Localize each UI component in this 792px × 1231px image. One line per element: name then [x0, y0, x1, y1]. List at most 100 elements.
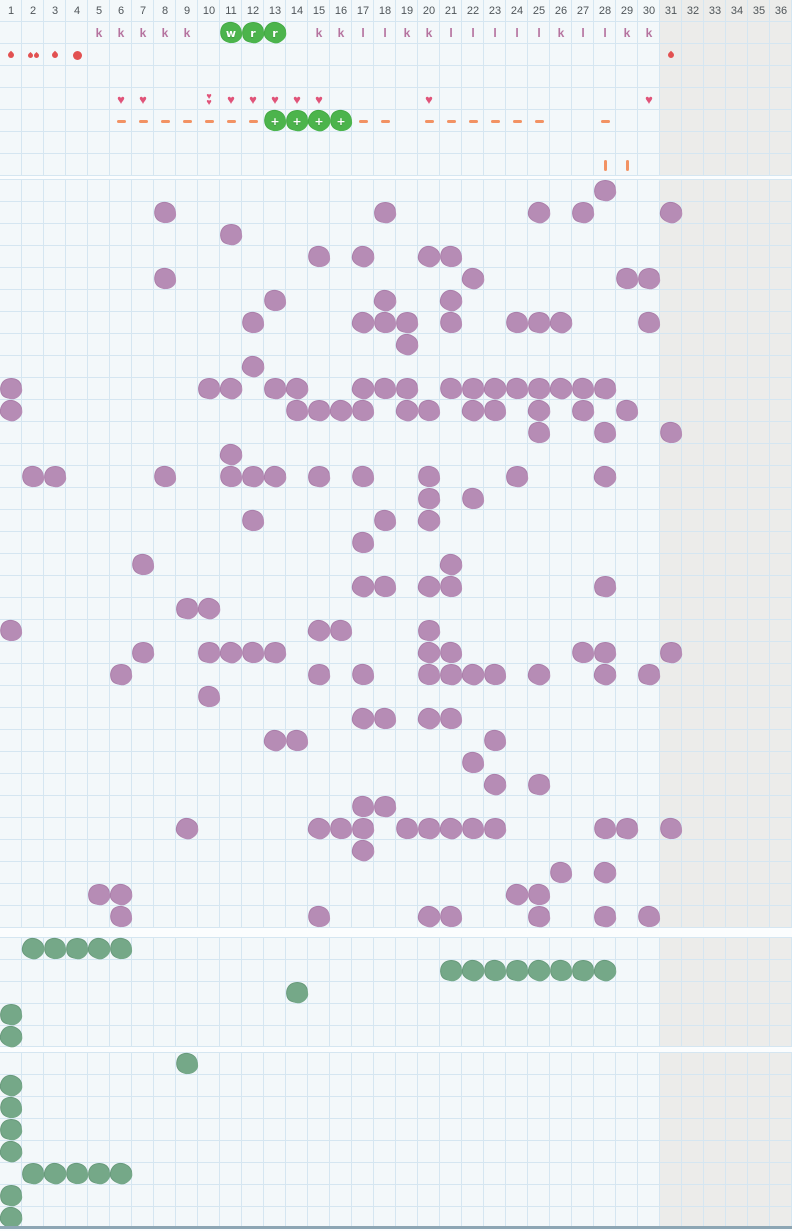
- purple-entry-blob[interactable]: [374, 378, 396, 400]
- purple-entry-blob[interactable]: [374, 576, 396, 598]
- purple-entry-blob[interactable]: [110, 906, 132, 928]
- crop-letter-cell[interactable]: k: [330, 22, 352, 44]
- green-entry-blob[interactable]: [0, 1004, 22, 1026]
- dash-mark-cell[interactable]: [506, 110, 528, 132]
- purple-entry-blob[interactable]: [418, 642, 440, 664]
- purple-entry-blob[interactable]: [352, 466, 374, 488]
- week-number-cell[interactable]: 13: [264, 0, 286, 22]
- purple-entry-blob[interactable]: [330, 818, 352, 840]
- purple-entry-blob[interactable]: [198, 686, 220, 708]
- purple-entry-blob[interactable]: [396, 400, 418, 422]
- purple-entry-blob[interactable]: [264, 730, 286, 752]
- crop-letter-cell[interactable]: k: [396, 22, 418, 44]
- purple-entry-blob[interactable]: [418, 708, 440, 730]
- purple-entry-blob[interactable]: [506, 378, 528, 400]
- crop-letter-cell[interactable]: k: [638, 22, 660, 44]
- purple-entry-blob[interactable]: [572, 400, 594, 422]
- purple-entry-blob[interactable]: [352, 532, 374, 554]
- green-entry-blob[interactable]: [506, 960, 528, 982]
- dash-mark-cell[interactable]: [528, 110, 550, 132]
- dash-mark-cell[interactable]: [242, 110, 264, 132]
- dash-mark-cell[interactable]: [462, 110, 484, 132]
- purple-entry-blob[interactable]: [440, 246, 462, 268]
- purple-entry-blob[interactable]: [484, 400, 506, 422]
- crop-letter-cell[interactable]: k: [418, 22, 440, 44]
- purple-entry-blob[interactable]: [352, 818, 374, 840]
- week-number-cell[interactable]: 23: [484, 0, 506, 22]
- purple-entry-blob[interactable]: [374, 312, 396, 334]
- purple-entry-blob[interactable]: [550, 862, 572, 884]
- purple-entry-blob[interactable]: [506, 466, 528, 488]
- purple-entry-blob[interactable]: [352, 312, 374, 334]
- purple-entry-blob[interactable]: [352, 378, 374, 400]
- purple-entry-blob[interactable]: [418, 400, 440, 422]
- week-number-cell[interactable]: 9: [176, 0, 198, 22]
- week-number-cell[interactable]: 28: [594, 0, 616, 22]
- purple-entry-blob[interactable]: [484, 730, 506, 752]
- purple-entry-blob[interactable]: [264, 466, 286, 488]
- purple-entry-blob[interactable]: [638, 268, 660, 290]
- purple-entry-blob[interactable]: [88, 884, 110, 906]
- week-number-cell[interactable]: 15: [308, 0, 330, 22]
- green-plus-badge[interactable]: +: [330, 110, 352, 132]
- week-number-cell[interactable]: 32: [682, 0, 704, 22]
- dash-mark-cell[interactable]: [374, 110, 396, 132]
- purple-entry-blob[interactable]: [396, 378, 418, 400]
- green-blob-section-upper[interactable]: [0, 937, 792, 1047]
- green-entry-blob[interactable]: [176, 1053, 198, 1075]
- purple-entry-blob[interactable]: [308, 620, 330, 642]
- purple-entry-blob[interactable]: [440, 378, 462, 400]
- crop-letter-cell[interactable]: l: [352, 22, 374, 44]
- green-letter-badge[interactable]: w: [220, 22, 242, 44]
- purple-entry-blob[interactable]: [528, 202, 550, 224]
- green-entry-blob[interactable]: [0, 1119, 22, 1141]
- dash-mark-cell[interactable]: [352, 110, 374, 132]
- green-entry-blob[interactable]: [0, 1026, 22, 1048]
- crop-letter-cell[interactable]: l: [506, 22, 528, 44]
- purple-entry-blob[interactable]: [264, 378, 286, 400]
- purple-entry-blob[interactable]: [154, 466, 176, 488]
- week-number-cell[interactable]: 36: [770, 0, 792, 22]
- dash-mark-cell[interactable]: [220, 110, 242, 132]
- week-number-cell[interactable]: 1: [0, 0, 22, 22]
- purple-entry-blob[interactable]: [594, 906, 616, 928]
- dash-mark-cell[interactable]: [198, 110, 220, 132]
- purple-entry-blob[interactable]: [154, 202, 176, 224]
- purple-entry-blob[interactable]: [242, 510, 264, 532]
- dash-mark-cell[interactable]: [176, 110, 198, 132]
- purple-entry-blob[interactable]: [462, 268, 484, 290]
- green-entry-blob[interactable]: [528, 960, 550, 982]
- purple-entry-blob[interactable]: [528, 312, 550, 334]
- purple-entry-blob[interactable]: [594, 664, 616, 686]
- week-number-cell[interactable]: 25: [528, 0, 550, 22]
- crop-letter-cell[interactable]: l: [594, 22, 616, 44]
- crop-letter-cell[interactable]: l: [572, 22, 594, 44]
- purple-entry-blob[interactable]: [0, 400, 22, 422]
- purple-entry-blob[interactable]: [176, 598, 198, 620]
- dash-mark-cell[interactable]: [110, 110, 132, 132]
- purple-entry-blob[interactable]: [374, 510, 396, 532]
- purple-entry-blob[interactable]: [616, 268, 638, 290]
- purple-entry-blob[interactable]: [220, 444, 242, 466]
- purple-entry-blob[interactable]: [638, 664, 660, 686]
- purple-entry-blob[interactable]: [528, 664, 550, 686]
- crop-letter-cell[interactable]: l: [440, 22, 462, 44]
- purple-entry-blob[interactable]: [132, 554, 154, 576]
- crop-letter-cell[interactable]: l: [484, 22, 506, 44]
- green-entry-blob[interactable]: [44, 1163, 66, 1185]
- purple-entry-blob[interactable]: [572, 202, 594, 224]
- week-number-cell[interactable]: 8: [154, 0, 176, 22]
- purple-entry-blob[interactable]: [528, 884, 550, 906]
- green-entry-blob[interactable]: [462, 960, 484, 982]
- purple-entry-blob[interactable]: [352, 796, 374, 818]
- header-section[interactable]: 1 2 3 4 5 6 7 8 9 10 11 12 13 14 15 16 17 18 19 20 21 22 23 24 2…: [0, 0, 792, 176]
- week-number-cell[interactable]: 16: [330, 0, 352, 22]
- purple-entry-blob[interactable]: [220, 466, 242, 488]
- week-number-cell[interactable]: 2: [22, 0, 44, 22]
- green-entry-blob[interactable]: [22, 1163, 44, 1185]
- crop-letter-cell[interactable]: k: [616, 22, 638, 44]
- purple-entry-blob[interactable]: [308, 400, 330, 422]
- purple-entry-blob[interactable]: [484, 818, 506, 840]
- week-number-cell[interactable]: 10: [198, 0, 220, 22]
- purple-entry-blob[interactable]: [462, 664, 484, 686]
